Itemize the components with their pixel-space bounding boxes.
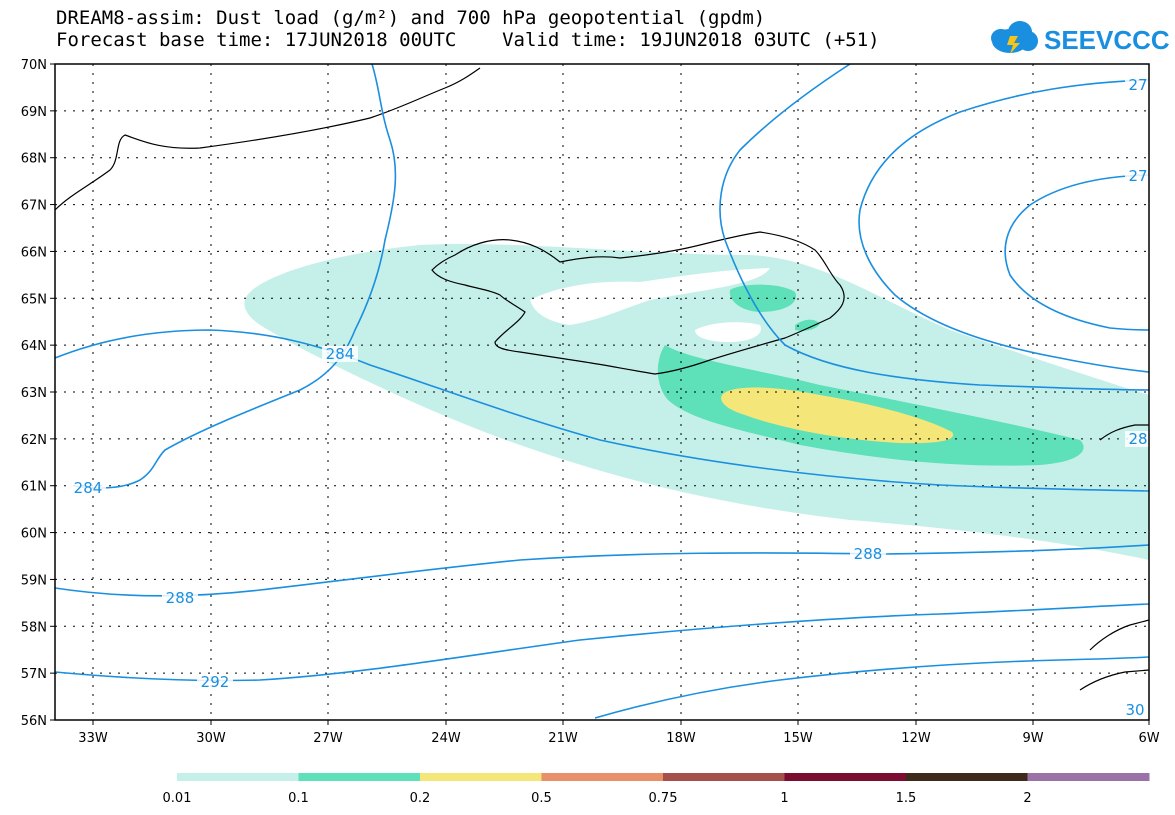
colorbar-tick-label: 0.75 bbox=[649, 791, 678, 806]
lon-tick-label: 27W bbox=[313, 731, 343, 746]
lat-tick-label: 63N bbox=[21, 386, 47, 401]
lon-tick-label: 24W bbox=[431, 731, 461, 746]
contour-label: 288 bbox=[854, 545, 883, 563]
dust-patch-0.1b bbox=[795, 319, 820, 331]
lon-tick-label: 15W bbox=[783, 731, 813, 746]
lat-tick-label: 65N bbox=[21, 292, 47, 307]
longitude-labels: 33W 30W 27W 24W 21W 18W 15W 12W 9W 6W bbox=[78, 731, 1159, 746]
lon-tick-label: 21W bbox=[548, 731, 578, 746]
contour-label-bg bbox=[1125, 77, 1149, 93]
contour-label-bg bbox=[1125, 168, 1149, 184]
contour-label-bg bbox=[197, 674, 233, 690]
contour-label: 292 bbox=[201, 673, 230, 691]
lon-tick-label: 9W bbox=[1022, 731, 1043, 746]
logo-text: SEEVCCC bbox=[1044, 25, 1170, 55]
lat-tick-label: 66N bbox=[21, 245, 47, 260]
dust-patch-0.1 bbox=[729, 284, 796, 312]
colorbar-swatch bbox=[177, 773, 299, 781]
colorbar-swatch bbox=[541, 773, 664, 781]
plot-area: 284 284 288 288 292 28 27 27 30 bbox=[55, 64, 1149, 720]
dust-band-0.2 bbox=[721, 387, 954, 444]
contour-label-bg bbox=[850, 546, 886, 562]
lon-tick-label: 12W bbox=[901, 731, 931, 746]
contour-label-bg bbox=[70, 480, 106, 496]
contour-label-bg bbox=[162, 590, 198, 606]
chart-title: DREAM8-assim: Dust load (g/m²) and 700 h… bbox=[56, 7, 766, 29]
lat-tick-label: 62N bbox=[21, 433, 47, 448]
contour-label: 27 bbox=[1128, 76, 1147, 94]
colorbar-tick-label: 2 bbox=[1023, 791, 1031, 806]
colorbar-swatch bbox=[906, 773, 1028, 781]
geopotential-contours bbox=[55, 64, 1149, 719]
contour-label: 28 bbox=[1128, 430, 1147, 448]
colorbar-tick-label: 0.5 bbox=[531, 791, 552, 806]
seevccc-logo: SEEVCCC bbox=[988, 16, 1173, 60]
lat-tick-label: 56N bbox=[21, 714, 47, 729]
lon-tick-label: 6W bbox=[1138, 731, 1159, 746]
lat-tick-label: 57N bbox=[21, 667, 47, 682]
contour-label: 27 bbox=[1128, 167, 1147, 185]
lat-tick-label: 67N bbox=[21, 199, 47, 214]
contour-labels: 284 284 288 288 292 28 27 27 30 bbox=[70, 76, 1149, 719]
colorbar-swatch bbox=[298, 773, 421, 781]
contour-label-bg bbox=[1125, 431, 1149, 447]
cloud-icon bbox=[991, 21, 1038, 54]
contour-label: 288 bbox=[166, 589, 195, 607]
contour-label: 284 bbox=[326, 345, 355, 363]
colorbar-swatch bbox=[1027, 773, 1150, 781]
lon-tick-label: 30W bbox=[196, 731, 226, 746]
latitude-labels: 70N 69N 68N 67N 66N 65N 64N 63N 62N 61N 60N 59N 58N 5… bbox=[21, 58, 47, 729]
chart-subtitle: Forecast base time: 17JUN2018 00UTC Vali… bbox=[56, 29, 880, 51]
colorbar-tick-label: 1.5 bbox=[896, 791, 917, 806]
colorbar-tick-label: 0.2 bbox=[410, 791, 431, 806]
colorbar-tick-label: 0.01 bbox=[163, 791, 192, 806]
colorbar-tick-label: 0.1 bbox=[288, 791, 309, 806]
lat-tick-label: 61N bbox=[21, 480, 47, 495]
colorbar-labels: 0.01 0.1 0.2 0.5 0.75 1 1.5 2 bbox=[163, 791, 1032, 806]
contour-label-bg bbox=[1122, 702, 1148, 718]
lon-tick-label: 18W bbox=[666, 731, 696, 746]
lat-tick-label: 59N bbox=[21, 573, 47, 588]
contour-label: 30 bbox=[1125, 701, 1144, 719]
lat-tick-label: 70N bbox=[21, 58, 47, 73]
axis-ticks bbox=[50, 63, 1150, 725]
lat-tick-label: 69N bbox=[21, 105, 47, 120]
contour-label: 284 bbox=[74, 479, 103, 497]
lat-tick-label: 58N bbox=[21, 620, 47, 635]
lat-tick-label: 60N bbox=[21, 527, 47, 542]
coastline bbox=[55, 67, 1149, 691]
colorbar-swatch bbox=[420, 773, 542, 781]
lat-tick-label: 64N bbox=[21, 339, 47, 354]
colorbar-swatch bbox=[663, 773, 785, 781]
colorbar-swatch bbox=[784, 773, 907, 781]
graticule bbox=[55, 64, 1149, 720]
lat-tick-label: 68N bbox=[21, 152, 47, 167]
lon-tick-label: 33W bbox=[78, 731, 108, 746]
dust-gap-2 bbox=[695, 322, 761, 342]
contour-label-bg bbox=[322, 346, 358, 362]
colorbar-tick-label: 1 bbox=[780, 791, 788, 806]
dust-gap-1 bbox=[530, 268, 770, 325]
colorbar bbox=[177, 773, 1150, 781]
